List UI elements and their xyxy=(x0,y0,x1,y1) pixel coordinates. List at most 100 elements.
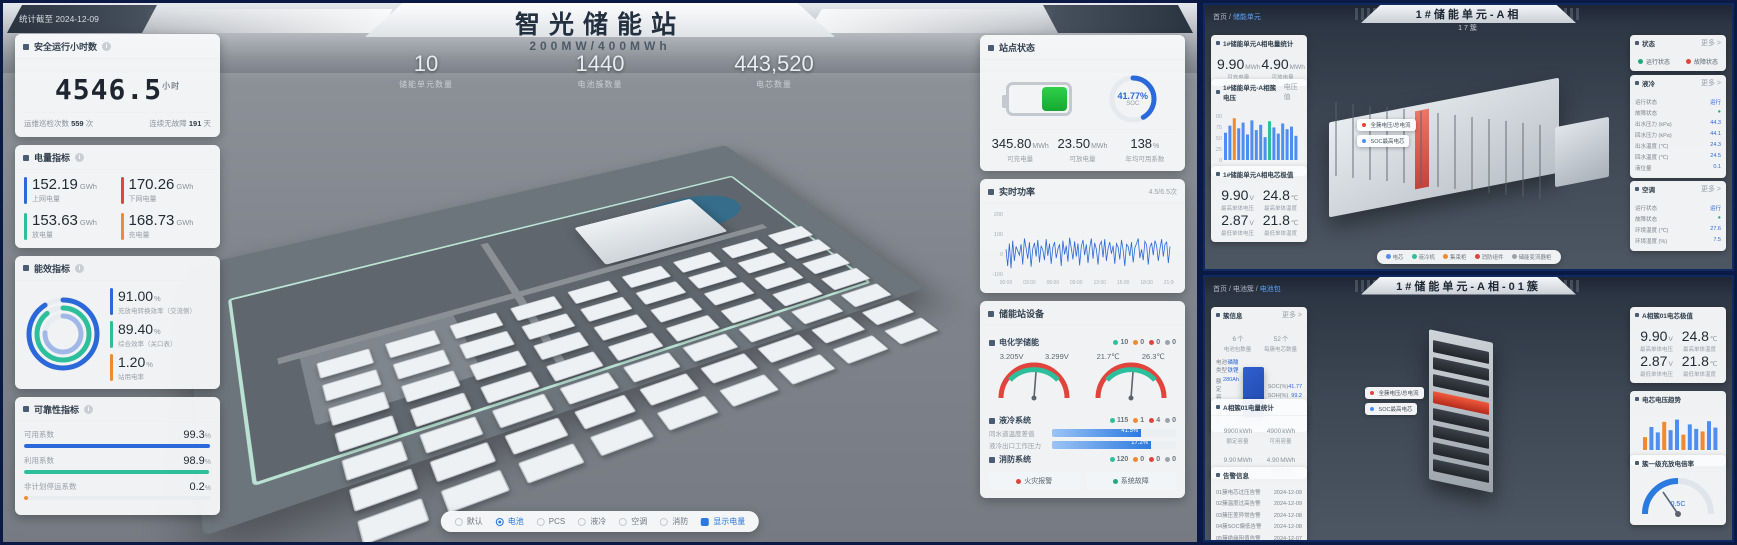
extreme-unit: V xyxy=(1249,220,1254,227)
toolbar-item-液冷[interactable]: 液冷 xyxy=(578,516,606,527)
kv-key: SOH(%) xyxy=(1267,393,1289,399)
svg-text:00:00: 00:00 xyxy=(1000,280,1013,286)
reliability-item: 非计划停运系数 0.2% xyxy=(24,481,211,500)
extreme-value[interactable]: 9.90V xyxy=(1221,187,1254,203)
breadcrumb-current[interactable]: 储能单元 xyxy=(1232,14,1261,21)
view-mode-toolbar[interactable]: 默认 电池 PCS 液冷 空调 消防 显示电量 xyxy=(440,511,760,532)
card-title: 空调 xyxy=(1642,187,1655,194)
storage-container[interactable] xyxy=(832,335,889,365)
toolbar-item-电池[interactable]: 电池 xyxy=(495,516,524,527)
card-body: 9.90V 最高单体电压 24.8℃ 最高单体温度 2.87V 最低单体电压 21.8℃ 最低… xyxy=(1630,324,1726,383)
safety-hours-number: 4546.5 xyxy=(54,73,163,106)
item-value: 89.40% xyxy=(118,320,161,337)
card-voltage-trend: 电芯电压趋势 xyxy=(1630,390,1726,466)
cluster-3d-rack[interactable] xyxy=(1409,329,1529,506)
sub-screen-unit-a: 1#储能单元-A相 17簇 首页 / 储能单元 1#储能单元A相电量统计 xyxy=(1203,3,1734,271)
kv-key: 环境温度 (℃) xyxy=(1635,227,1669,234)
breadcrumb-mid[interactable]: 电池簇 xyxy=(1232,285,1254,293)
kv-value: ● xyxy=(1717,214,1721,221)
toolbar-item-空调[interactable]: 空调 xyxy=(619,516,647,527)
bar-fill: 41.5% xyxy=(1052,429,1142,437)
energy-metric: 153.63 GWh 放电量 xyxy=(24,212,115,240)
extreme-item: 2.87V 最低单体电压 xyxy=(1216,212,1259,237)
breadcrumb-current[interactable]: 电池包 xyxy=(1259,285,1281,293)
gauge[interactable]: 21.7℃ 26.3℃ xyxy=(1086,352,1177,407)
extreme-value[interactable]: 21.8℃ xyxy=(1262,212,1299,228)
legend-item[interactable]: 消防组件 xyxy=(1474,253,1504,261)
info-icon[interactable]: i xyxy=(75,153,85,162)
chip-label: 1 xyxy=(1140,417,1145,424)
toolbar-label: 电池 xyxy=(507,517,524,526)
legend-item[interactable]: 集束柜 xyxy=(1442,253,1467,261)
fire-button[interactable]: 火灾报警 xyxy=(989,472,1080,490)
radio-icon[interactable] xyxy=(660,517,669,526)
unit-3d-model[interactable] xyxy=(1319,77,1619,220)
legend-item[interactable]: 电芯 xyxy=(1385,253,1403,261)
toolbar-item-消防[interactable]: 消防 xyxy=(660,516,688,527)
header-title-wedge xyxy=(365,3,835,37)
info-icon[interactable]: i xyxy=(102,42,112,51)
checkbox-icon[interactable] xyxy=(701,517,710,526)
kv-value: 280Ah xyxy=(1223,377,1239,383)
radio-icon[interactable] xyxy=(536,517,545,526)
fire-button[interactable]: 系统故障 xyxy=(1085,472,1176,490)
toolbar-item-PCS[interactable]: PCS xyxy=(536,517,565,526)
extreme-caption: 最高单体电压 xyxy=(1220,206,1254,212)
metric-unit: GWh xyxy=(79,217,97,227)
more-link[interactable]: 更多 > xyxy=(1281,311,1302,319)
bullet-icon xyxy=(989,417,995,424)
model-legend[interactable]: 电芯 液冷机 集束柜 消防组件 储能变流器柜 xyxy=(1376,249,1561,264)
card-safety-hours: 安全运行小时数 i 4546.5小时 运维巡检次数 559 次 xyxy=(15,34,220,137)
gauge[interactable]: 3.205V 3.299V xyxy=(989,352,1080,407)
extreme-value[interactable]: 9.90V xyxy=(1640,327,1673,344)
legend-item[interactable]: 液冷机 xyxy=(1411,253,1435,261)
sub2-body: 簇信息 更多 > 6个 电池包数量 52个 每簇电芯数量 xyxy=(1205,303,1732,541)
extreme-value[interactable]: 2.87V xyxy=(1640,352,1673,369)
bullet-icon xyxy=(1635,460,1639,465)
radio-icon[interactable] xyxy=(619,517,628,526)
toolbar-item-显示电量[interactable]: 显示电量 xyxy=(701,516,745,527)
card-header: 电芯电压趋势 xyxy=(1630,391,1726,408)
stat-caption: 年均可用系数 xyxy=(1125,156,1165,163)
more-link[interactable]: 更多 > xyxy=(1700,80,1721,87)
status-dot xyxy=(1113,340,1119,345)
breadcrumb-home[interactable]: 首页 xyxy=(1213,14,1227,21)
chip-label: 10 xyxy=(1120,339,1129,346)
extreme-item: 21.8℃ 最低单体温度 xyxy=(1678,353,1721,378)
more-link[interactable]: 更多 > xyxy=(1700,40,1721,47)
extreme-value[interactable]: 24.8℃ xyxy=(1681,327,1718,344)
usable-capacity: 4900kWh 可用容量 xyxy=(1259,420,1302,445)
header-tech-left xyxy=(7,5,157,33)
extreme-value[interactable]: 2.87V xyxy=(1221,212,1254,228)
toolbar-item-默认[interactable]: 默认 xyxy=(454,516,483,527)
legend-item[interactable]: 储能变流器柜 xyxy=(1511,253,1552,261)
more-link[interactable]: 更多 > xyxy=(1700,186,1721,193)
storage-container[interactable] xyxy=(883,317,939,345)
legend-dot xyxy=(1511,254,1517,259)
reliability-header: 利用系数 98.9% xyxy=(24,455,211,467)
device-chip: 0 xyxy=(1165,339,1176,346)
kv-row: 故障状态 ● xyxy=(1635,213,1721,224)
card-body: 01簇电芯过压告警 2024-12-09 02簇温度过高告警 2024-12-09 03… xyxy=(1211,484,1307,540)
radio-icon[interactable] xyxy=(495,517,504,526)
card-title: 安全运行小时数 xyxy=(34,42,98,52)
extreme-caption: 最低单体电压 xyxy=(1220,231,1254,237)
card-title: 告警信息 xyxy=(1223,472,1249,480)
radio-icon[interactable] xyxy=(454,517,463,526)
breadcrumb[interactable]: 首页 / 储能单元 xyxy=(1213,14,1261,21)
radio-icon[interactable] xyxy=(578,517,587,526)
storage-container[interactable] xyxy=(718,374,780,408)
storage-container[interactable] xyxy=(777,353,836,385)
header-tech-right xyxy=(1043,5,1193,33)
bar-label: 同水道温度差值 xyxy=(989,431,1035,438)
breadcrumb-home[interactable]: 首页 xyxy=(1213,285,1227,293)
info-icon[interactable]: i xyxy=(75,263,85,273)
rack-stack xyxy=(1428,329,1509,496)
extreme-value[interactable]: 24.8℃ xyxy=(1262,187,1299,203)
info-icon[interactable]: i xyxy=(84,404,94,414)
breadcrumb[interactable]: 首页 / 电池簇 / 电池包 xyxy=(1213,285,1281,293)
chart-select[interactable]: 电压值 xyxy=(1283,84,1298,101)
extreme-value[interactable]: 21.8℃ xyxy=(1681,352,1718,369)
card-header: 实时功率 4.5/6.5次 xyxy=(980,179,1185,204)
reliability-track xyxy=(24,469,211,474)
